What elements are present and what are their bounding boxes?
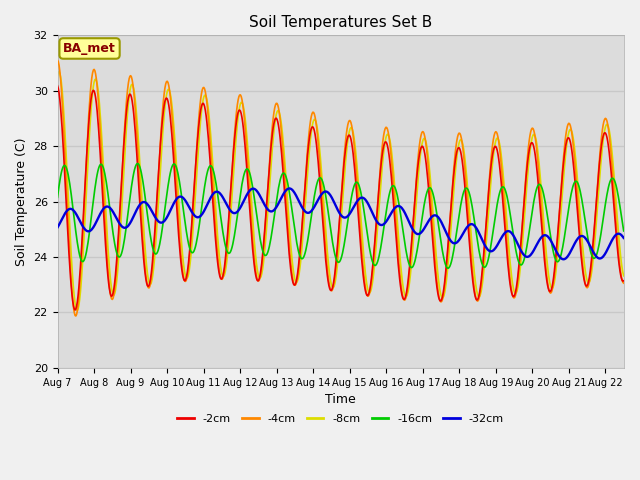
Legend: -2cm, -4cm, -8cm, -16cm, -32cm: -2cm, -4cm, -8cm, -16cm, -32cm	[173, 410, 508, 429]
Text: BA_met: BA_met	[63, 42, 116, 55]
Y-axis label: Soil Temperature (C): Soil Temperature (C)	[15, 137, 28, 266]
X-axis label: Time: Time	[325, 393, 356, 406]
Title: Soil Temperatures Set B: Soil Temperatures Set B	[249, 15, 432, 30]
